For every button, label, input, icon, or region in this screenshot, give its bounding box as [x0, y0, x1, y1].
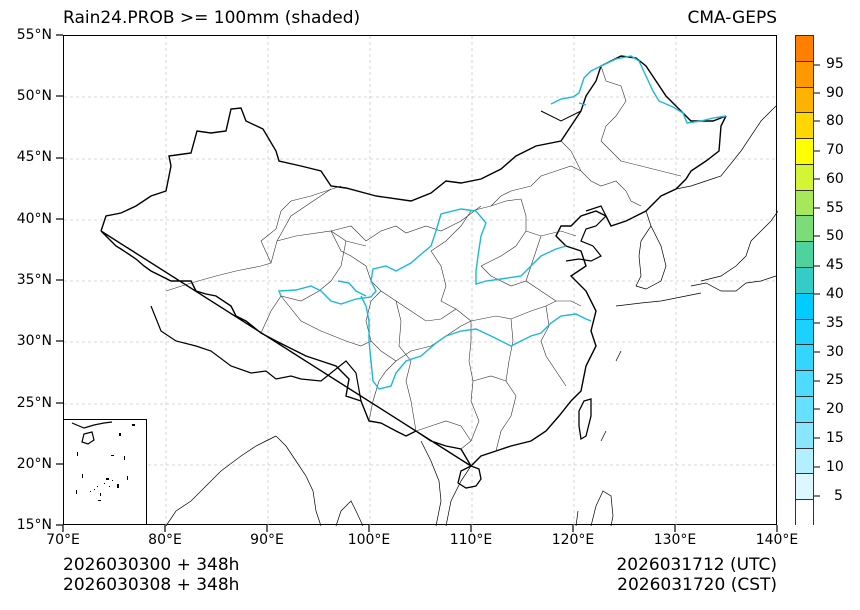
- colorbar-bin: [796, 293, 813, 320]
- colorbar-label: 50: [826, 228, 844, 244]
- chart-title: Rain24.PROB >= 100mm (shaded): [63, 8, 361, 28]
- lat-tick-label: 30°N: [16, 333, 52, 349]
- colorbar-bin: [796, 113, 813, 140]
- colorbar-label: 60: [826, 171, 844, 187]
- colorbar-label: 90: [826, 85, 844, 101]
- init-time-cst: 2026030308 + 348h: [63, 575, 240, 595]
- colorbar-bin: [796, 87, 813, 114]
- lon-tick-label: 130°E: [653, 532, 697, 548]
- shandong-coast: [565, 205, 607, 262]
- colorbar-label: 10: [826, 459, 844, 475]
- lat-tick-label: 15°N: [16, 517, 52, 533]
- lat-tick-label: 20°N: [16, 456, 52, 472]
- rivers: [277, 55, 727, 390]
- model-name: CMA-GEPS: [687, 8, 777, 28]
- colorbar-bin: [796, 474, 813, 501]
- colorbar-label: 80: [826, 113, 844, 129]
- colorbar-bin: [796, 61, 813, 88]
- yangtze-river: [360, 295, 592, 390]
- lat-tick-label: 45°N: [16, 149, 52, 165]
- colorbar-bin: [796, 448, 813, 475]
- colorbar-bin: [796, 190, 813, 217]
- valid-time-cst: 2026031720 (CST): [617, 575, 777, 595]
- colorbar-bin: [796, 422, 813, 449]
- colorbar-label: 45: [826, 257, 844, 273]
- colorbar-label: 95: [826, 56, 844, 72]
- neighbor-coastlines: [165, 105, 778, 526]
- mongolia-border: [540, 110, 582, 122]
- inset-map: [71, 421, 135, 501]
- colorbar-bin: [796, 216, 813, 243]
- colorbar-label: 15: [826, 430, 844, 446]
- colorbar-label: 30: [826, 344, 844, 360]
- taiwan-island: [578, 398, 592, 441]
- amur-river: [550, 55, 727, 124]
- init-time-block: 2026030300 + 348h 2026030308 + 348h: [63, 555, 239, 595]
- south-china-sea-inset: [63, 419, 147, 525]
- colorbar-bin: [796, 268, 813, 294]
- hainan-island: [457, 465, 482, 489]
- map-canvas: [64, 36, 778, 526]
- map-panel: [63, 35, 778, 526]
- valid-time-block: 2026031712 (UTC) 2026031720 (CST): [616, 555, 777, 595]
- lat-tick-label: 55°N: [16, 27, 52, 43]
- lon-tick-label: 70°E: [46, 532, 80, 548]
- colorbar-label: 25: [826, 372, 844, 388]
- colorbar-label: 55: [826, 200, 844, 216]
- colorbar-label: 70: [826, 142, 844, 158]
- colorbar-bin: [796, 345, 813, 372]
- gridlines: [64, 36, 778, 526]
- lon-tick-label: 140°E: [755, 532, 799, 548]
- colorbar-label: 20: [826, 401, 844, 417]
- lat-tick-label: 25°N: [16, 395, 52, 411]
- lon-tick-label: 80°E: [148, 532, 182, 548]
- colorbar-label: 40: [826, 286, 844, 302]
- lat-tick-label: 50°N: [16, 88, 52, 104]
- colorbar-bin: [796, 371, 813, 397]
- lat-tick-label: 40°N: [16, 211, 52, 227]
- colorbar-bin: [796, 164, 813, 191]
- lon-tick-label: 120°E: [551, 532, 595, 548]
- inset-hainan: [81, 431, 95, 445]
- colorbar-bin: [796, 242, 813, 269]
- colorbar-bin: [796, 36, 813, 62]
- init-time-utc: 2026030300 + 348h: [63, 555, 240, 575]
- colorbar-label: 5: [834, 488, 843, 504]
- lon-tick-label: 110°E: [449, 532, 493, 548]
- colorbar: [795, 35, 814, 526]
- valid-time-utc: 2026031712 (UTC): [616, 555, 777, 575]
- colorbar-label: 35: [826, 315, 844, 331]
- colorbar-bin: [796, 319, 813, 346]
- colorbar-bin: [796, 139, 813, 165]
- himalaya-border: [150, 305, 362, 402]
- lon-tick-label: 100°E: [347, 532, 391, 548]
- colorbar-bin: [796, 500, 813, 526]
- inset-islands: [76, 424, 135, 501]
- colorbar-bin: [796, 396, 813, 423]
- inset-coast: [71, 421, 113, 429]
- lat-tick-label: 35°N: [16, 272, 52, 288]
- province-borders: [165, 65, 682, 452]
- lon-tick-label: 90°E: [250, 532, 284, 548]
- yellow-river: [277, 208, 567, 305]
